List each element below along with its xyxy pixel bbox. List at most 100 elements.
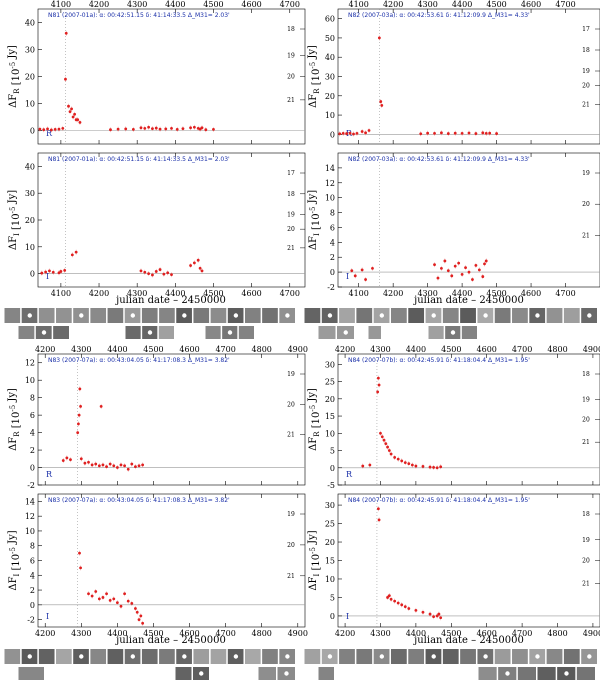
y-tick-label: 30 — [325, 501, 335, 510]
data-point — [38, 127, 42, 131]
data-point — [384, 442, 388, 446]
thumbnail-stamp — [304, 649, 321, 664]
data-point — [440, 131, 443, 135]
x-tick-label-top: 4500 — [486, 0, 506, 9]
thumbnail-stamp — [356, 308, 373, 323]
panel-title: N84 (2007-07b): α: 00:42:45.91 δ: 41:18:… — [348, 497, 530, 504]
y-tick-label: 0 — [30, 127, 35, 136]
data-point — [189, 126, 192, 130]
magnitude-tick-label: 21 — [287, 573, 295, 580]
y-tick-label: 30 — [325, 73, 335, 82]
thumbnail-source — [130, 313, 136, 318]
band-label: I — [46, 612, 49, 621]
data-point — [74, 250, 78, 254]
thumbnail-stamp — [53, 326, 69, 339]
data-point — [79, 405, 82, 408]
thumbnail-stamp — [368, 326, 381, 339]
thumbnail-stamp — [339, 308, 355, 323]
thumbnail-stamp — [546, 649, 563, 664]
data-point — [435, 466, 439, 470]
data-point — [437, 612, 441, 616]
x-tick-label-top: 4700 — [555, 0, 575, 9]
y-tick-label: 30 — [25, 46, 35, 55]
x-tick-label: 4500 — [203, 289, 223, 298]
data-point — [64, 77, 67, 81]
thumbnail-stamp — [38, 649, 55, 664]
data-point — [446, 269, 450, 273]
x-tick-label: 4200 — [89, 289, 109, 298]
data-point — [77, 413, 81, 417]
x-tick-label: 4400 — [406, 629, 426, 638]
data-point — [352, 132, 355, 136]
magnitude-tick-label: 20 — [287, 542, 295, 549]
y-tick-label: 10 — [25, 243, 35, 252]
thumbnail-stamp — [304, 308, 321, 323]
x-tick-label: 4800 — [547, 629, 567, 638]
data-point — [471, 278, 474, 281]
data-point — [467, 270, 471, 274]
panel-frame — [37, 493, 306, 628]
data-point — [481, 131, 485, 135]
magnitude-tick-label: 21 — [287, 245, 295, 252]
x-tick-label-top: 4400 — [107, 345, 127, 354]
data-point — [158, 127, 162, 131]
y-tick-label: 20 — [25, 73, 35, 82]
data-point — [432, 615, 435, 619]
x-tick-label: 4400 — [165, 289, 185, 298]
data-point — [200, 269, 204, 273]
data-point — [212, 128, 215, 131]
magnitude-tick-label: 18 — [287, 191, 295, 198]
data-point — [76, 431, 80, 434]
thumbnail-stamp — [408, 649, 425, 664]
x-tick-label: 4200 — [383, 289, 403, 298]
y-tick-label: 20 — [325, 395, 335, 404]
y-tick-label: 12 — [25, 512, 35, 521]
magnitude-tick-label: 20 — [287, 401, 295, 408]
x-tick-label: 4300 — [127, 289, 147, 298]
thumbnail-stamp — [158, 326, 174, 339]
data-point — [495, 132, 498, 135]
magnitude-tick-label: 18 — [287, 26, 295, 33]
y-tick-label: 5 — [330, 593, 335, 602]
x-tick-label: 4600 — [477, 629, 497, 638]
data-point — [389, 597, 393, 601]
thumbnail-stamp — [141, 308, 158, 323]
data-point — [112, 597, 116, 601]
data-point — [51, 270, 55, 274]
data-point — [119, 463, 123, 467]
data-point — [380, 104, 384, 107]
data-point — [68, 110, 72, 113]
magnitude-tick-label: 19 — [582, 537, 590, 544]
data-point — [484, 259, 488, 263]
x-tick-label-top: 4200 — [383, 0, 403, 9]
thumbnail-source — [483, 654, 488, 659]
data-point — [364, 278, 367, 281]
x-tick-label-top: 4500 — [143, 345, 163, 354]
y-axis-label: ΔFR [10-5 Jy] — [307, 388, 322, 451]
data-point — [119, 604, 123, 608]
data-point — [439, 616, 443, 620]
y-tick-label: 6 — [30, 557, 35, 566]
y-tick-label: 25 — [325, 520, 335, 529]
x-tick-label: 4400 — [452, 289, 472, 298]
y-tick-label: 50 — [325, 34, 335, 43]
band-label: I — [46, 272, 49, 281]
data-point — [131, 128, 135, 131]
thumbnail-source — [379, 313, 385, 318]
panel-title: N84 (2007-07b): α: 00:42:45.91 δ: 41:18:… — [348, 357, 530, 364]
thumbnail-source — [431, 313, 436, 318]
data-point — [77, 422, 80, 426]
thumbnail-stamp — [428, 326, 444, 339]
data-point — [355, 131, 359, 135]
thumbnail-stamp — [478, 667, 497, 680]
thumbnail-stamp — [494, 308, 511, 323]
thumbnail-stamp — [517, 667, 536, 680]
data-point — [360, 130, 364, 133]
magnitude-tick-label: 21 — [582, 439, 590, 446]
thumbnail-source — [327, 654, 333, 659]
y-tick-label: 10 — [325, 429, 335, 438]
data-point — [387, 449, 391, 452]
y-tick-label: 8 — [330, 209, 335, 218]
y-tick-label: 8 — [30, 542, 35, 551]
x-tick-label-top: 4200 — [89, 0, 109, 9]
